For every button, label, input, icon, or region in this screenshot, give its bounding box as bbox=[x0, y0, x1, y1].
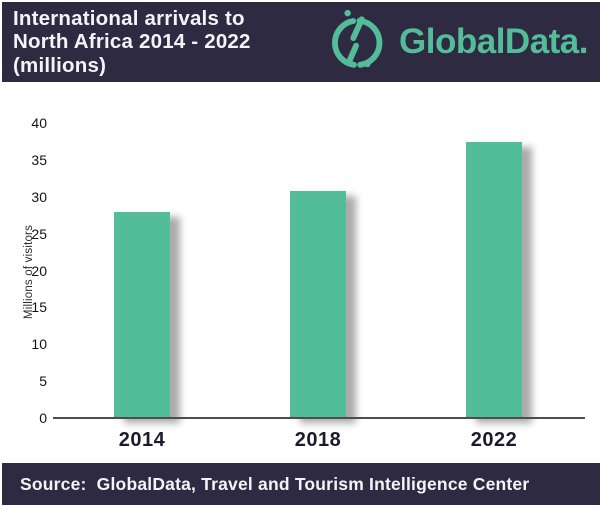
y-tick-label: 0 bbox=[39, 410, 47, 426]
y-tick-label: 15 bbox=[31, 299, 47, 316]
bar-2014 bbox=[114, 211, 170, 418]
source-banner: Source: GlobalData, Travel and Tourism I… bbox=[2, 463, 600, 505]
chart-title-line2: North Africa 2014 - 2022 bbox=[13, 30, 251, 54]
logo-wordmark: GlobalData. bbox=[399, 22, 588, 61]
y-tick-label: 5 bbox=[39, 373, 47, 390]
y-tick-label: 35 bbox=[31, 151, 47, 168]
x-axis-label-2014: 2014 bbox=[118, 429, 166, 451]
header-banner: International arrivals to North Africa 2… bbox=[2, 2, 600, 82]
chart-title-line3: (millions) bbox=[13, 53, 107, 77]
y-tick-label: 40 bbox=[31, 115, 47, 131]
y-tick-label: 25 bbox=[31, 225, 47, 242]
globaldata-logo: GlobalData. bbox=[325, 5, 588, 80]
globe-icon bbox=[325, 5, 391, 80]
y-tick-label: 20 bbox=[31, 262, 47, 279]
x-axis-line bbox=[53, 417, 585, 419]
x-axis-label-2018: 2018 bbox=[294, 429, 342, 451]
chart-title: International arrivals to North Africa 2… bbox=[13, 7, 251, 78]
bar-2022 bbox=[466, 142, 522, 418]
chart-title-line1: International arrivals to bbox=[13, 6, 245, 30]
x-axis-label-2022: 2022 bbox=[470, 429, 518, 451]
source-text: Source: GlobalData, Travel and Tourism I… bbox=[20, 473, 530, 494]
y-tick-label: 30 bbox=[31, 188, 47, 205]
bar-2018 bbox=[290, 190, 346, 418]
y-tick-label: 10 bbox=[31, 336, 47, 353]
